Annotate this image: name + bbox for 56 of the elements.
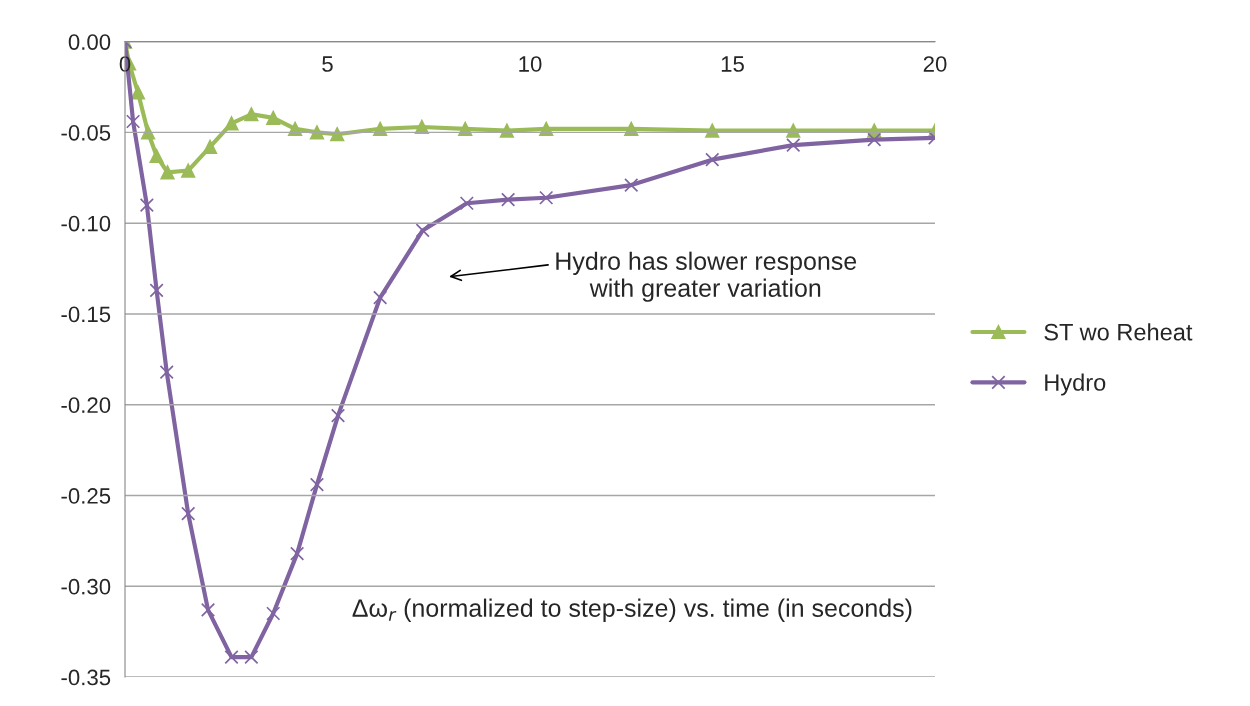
point [309, 125, 325, 140]
point [224, 116, 239, 131]
y-tick-label: -0.25 [61, 488, 111, 504]
point [786, 123, 801, 138]
point [624, 177, 639, 193]
point [459, 196, 474, 211]
point [786, 138, 801, 153]
point [373, 121, 388, 136]
point [159, 364, 174, 380]
point [224, 649, 239, 665]
point [244, 649, 259, 665]
point [288, 121, 303, 136]
y-tick-label: -0.10 [61, 215, 111, 232]
point [126, 114, 141, 129]
point [705, 152, 720, 167]
annotation: Hydro has slower response with greater variation [556, 251, 857, 302]
point [867, 132, 882, 147]
x-tick-label: 10 [519, 56, 542, 72]
point [244, 107, 259, 122]
point [373, 290, 388, 305]
point [501, 192, 516, 207]
point [266, 110, 281, 125]
point [539, 190, 554, 205]
point [200, 602, 216, 617]
legend-label: Hydro [1045, 373, 1106, 396]
point [140, 125, 156, 140]
point [705, 123, 720, 138]
point [130, 85, 146, 100]
y-tick-label: 0.00 [68, 34, 111, 50]
point [202, 139, 218, 155]
point [458, 121, 473, 136]
y-tick-label: -0.05 [61, 124, 111, 141]
point [499, 123, 515, 138]
point [181, 506, 196, 521]
point [149, 283, 164, 298]
y-tick-label: -0.20 [61, 397, 111, 414]
point [290, 546, 305, 561]
y-tick-label: -0.30 [61, 578, 111, 595]
point [309, 477, 325, 492]
y-tick-label: -0.35 [61, 669, 111, 686]
legend-label: ST wo Reheat [1044, 323, 1193, 341]
point [160, 165, 175, 180]
point [624, 121, 639, 136]
x-tick-label: 5 [322, 56, 333, 72]
point [330, 408, 346, 423]
x-tick-label: 15 [721, 56, 744, 72]
annotation: Δω$_{r}$ (normalized to step-size) vs. time (in seconds) [352, 598, 912, 622]
y-tick-label: -0.15 [61, 306, 111, 323]
x-tick-label: 0 [119, 56, 131, 72]
point [415, 223, 430, 238]
point [539, 121, 554, 136]
point [266, 606, 281, 621]
point [181, 163, 196, 178]
point [149, 148, 164, 164]
point [139, 197, 154, 213]
x-tick-label: 20 [923, 56, 947, 72]
